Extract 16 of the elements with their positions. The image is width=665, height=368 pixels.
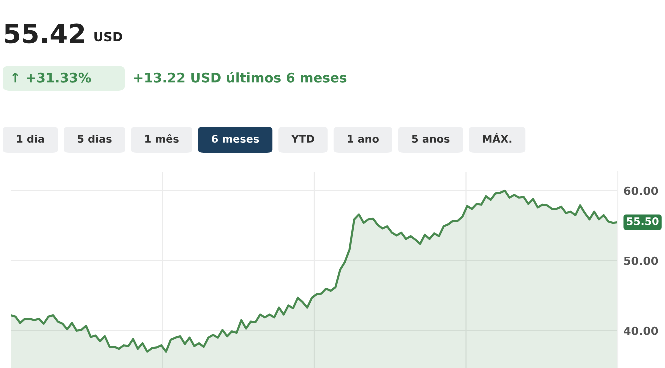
chart-title: 55.42: [5, 24, 84, 44]
y-tick-label: 60.00: [624, 186, 658, 196]
text: 55.50: [627, 218, 659, 226]
text: 6 meses: [212, 135, 260, 144]
text: 1 mês: [146, 134, 179, 144]
text: 1 dia: [17, 134, 44, 144]
y-tick-label: 50.00: [624, 256, 658, 266]
text: YTD: [292, 135, 314, 143]
chart-subtitle: USD: [94, 32, 122, 42]
y-tick-label: 40.00: [624, 326, 658, 336]
text: +13.22 USD últimos 6 meses: [134, 72, 347, 83]
text: 5 anos: [412, 135, 450, 144]
text: ↑ +31.33%: [12, 72, 92, 83]
text: 5 dias: [78, 134, 112, 144]
text: MÁX.: [483, 133, 512, 143]
text: 1 ano: [348, 135, 379, 144]
